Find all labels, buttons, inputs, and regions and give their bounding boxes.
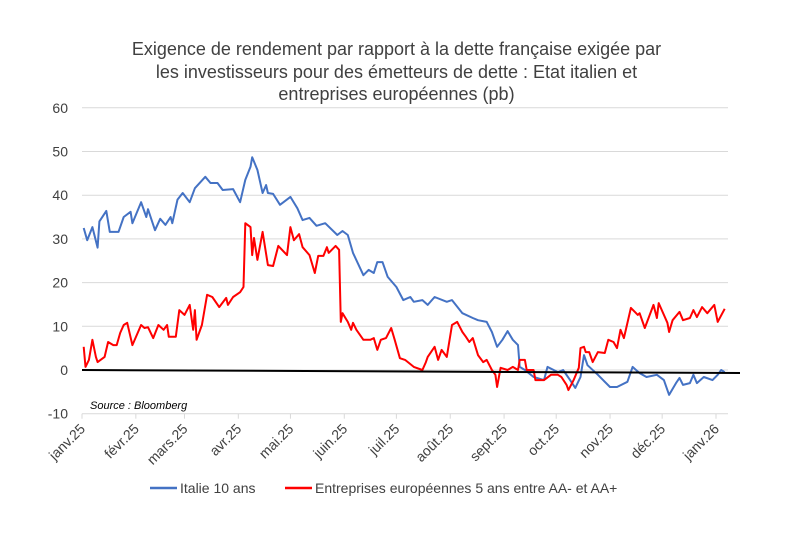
x-tick-label: juil.25	[365, 420, 403, 458]
y-tick-label: 20	[52, 275, 68, 291]
y-axis-tick-labels: 60 50 40 30 20 10 0 -10	[48, 100, 68, 422]
x-tick-label: janv.26	[679, 420, 722, 463]
x-tick-label: août.25	[412, 420, 456, 464]
chart-title-line-2: les investisseurs pour des émetteurs de …	[155, 61, 638, 82]
source-note: Source : Bloomberg	[90, 400, 188, 412]
y-tick-label: 10	[52, 318, 68, 334]
legend-label-italie: Italie 10 ans	[180, 480, 256, 496]
legend-label-entreprises: Entreprises européennes 5 ans entre AA- …	[315, 480, 617, 496]
y-tick-label: 50	[52, 144, 68, 160]
series-line-entreprises	[82, 222, 726, 392]
x-tick-label: avr.25	[206, 420, 244, 458]
x-tick-label: mars.25	[144, 420, 191, 467]
y-tick-label: 0	[60, 362, 68, 378]
x-tick-label: oct.25	[524, 420, 562, 458]
chart-title-line-3: entreprises européennes (pb)	[278, 84, 515, 104]
legend: Italie 10 ans Entreprises européennes 5 …	[150, 480, 617, 496]
gridlines	[82, 107, 728, 371]
y-tick-label: 40	[52, 187, 68, 203]
y-tick-label: 30	[52, 231, 68, 247]
y-tick-label: 60	[52, 100, 68, 116]
series-lines	[81, 156, 741, 396]
chart-title: Exigence de rendement par rapport à la d…	[0, 38, 793, 106]
chart-title-line-1: Exigence de rendement par rapport à la d…	[131, 39, 662, 59]
x-tick-label: sept.25	[466, 420, 510, 464]
y-tick-label: -10	[48, 406, 68, 422]
series-line-italie	[82, 156, 726, 396]
x-tick-label: nov.25	[576, 420, 616, 460]
x-tick-label: févr.25	[101, 420, 142, 461]
x-tick-label: déc.25	[627, 420, 668, 461]
x-tick-label: mai.25	[256, 420, 297, 461]
x-axis: janv.25 févr.25 mars.25 avr.25 mai.25 juin.25…	[45, 413, 728, 468]
x-tick-label: juin.25	[309, 420, 350, 461]
zero-line	[81, 369, 741, 374]
x-tick-label: janv.25	[45, 420, 88, 463]
